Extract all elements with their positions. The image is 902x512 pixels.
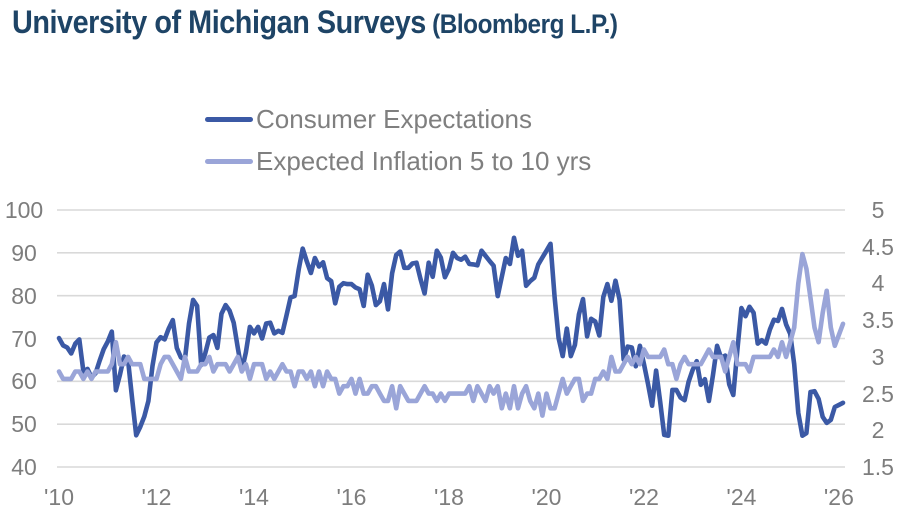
legend-item-expected-inflation: Expected Inflation 5 to 10 yrs <box>205 140 591 182</box>
y-right-tick-label: 3 <box>871 343 885 370</box>
y-right-tick-label: 5 <box>871 197 885 223</box>
y-left-tick-label: 70 <box>11 325 37 352</box>
chart-source-text: (Bloomberg L.P.) <box>426 9 618 39</box>
legend-item-consumer-expectations: Consumer Expectations <box>205 98 591 140</box>
x-tick-label: '20 <box>531 484 562 510</box>
y-left-tick-label: 60 <box>11 368 37 395</box>
x-tick-label: '10 <box>44 484 74 510</box>
y-left-tick-label: 50 <box>11 411 37 438</box>
chart-title: University of Michigan Surveys (Bloomber… <box>12 4 618 41</box>
legend: Consumer Expectations Expected Inflation… <box>205 98 591 182</box>
x-tick-label: '14 <box>239 484 269 510</box>
x-tick-label: '12 <box>141 484 172 510</box>
chart-source-label: (Bloomberg L.P.) <box>432 9 618 39</box>
y-right-tick-label: 1.5 <box>862 454 894 480</box>
x-tick-label: '26 <box>823 484 854 510</box>
y-right-tick-label: 4 <box>871 270 885 297</box>
x-tick-label: '16 <box>336 484 367 510</box>
legend-label-expected-inflation: Expected Inflation 5 to 10 yrs <box>256 145 592 176</box>
y-left-tick-label: 90 <box>11 239 37 266</box>
x-tick-label: '22 <box>628 484 659 510</box>
legend-swatch-consumer-expectations <box>205 116 253 122</box>
chart-title-text: University of Michigan Surveys <box>12 4 426 40</box>
series-line-consumer-expectations <box>56 235 846 439</box>
y-right-tick-label: 3.5 <box>862 307 894 334</box>
y-left-tick-label: 80 <box>11 282 37 309</box>
legend-label-consumer-expectations: Consumer Expectations <box>256 103 533 134</box>
y-left-tick-label: 100 <box>4 197 44 223</box>
y-left-tick-label: 40 <box>11 454 37 480</box>
x-tick-label: '18 <box>433 484 464 510</box>
x-tick-label: '24 <box>726 484 757 510</box>
y-right-tick-label: 2.5 <box>862 380 894 407</box>
y-right-tick-label: 4.5 <box>862 233 894 260</box>
legend-swatch-expected-inflation <box>205 158 253 164</box>
y-right-tick-label: 2 <box>871 417 885 444</box>
series-line-expected-inflation <box>56 251 846 418</box>
